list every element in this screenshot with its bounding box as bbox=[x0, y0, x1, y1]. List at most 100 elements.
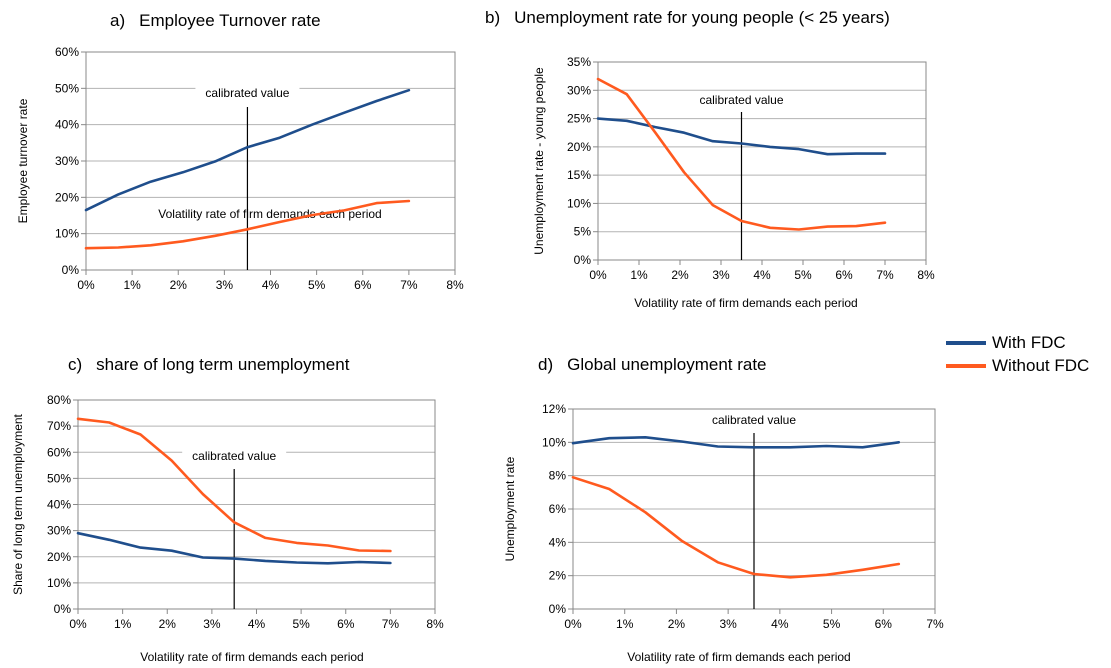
chart-c-y-tick-label: 40% bbox=[47, 498, 71, 512]
chart-a-x-tick-label: 7% bbox=[400, 278, 418, 292]
chart-b-x-tick-label: 8% bbox=[917, 268, 935, 282]
chart-b-x-tick-label: 3% bbox=[712, 268, 730, 282]
chart-c-x-tick-label: 5% bbox=[292, 617, 310, 631]
chart-d-y-tick-label: 2% bbox=[549, 569, 567, 583]
panel-c-title-text: share of long term unemployment bbox=[96, 355, 350, 374]
legend-label-with-fdc: With FDC bbox=[992, 332, 1066, 352]
panel-b-title-text: Unemployment rate for young people (< 25… bbox=[514, 8, 890, 27]
chart-b-x-tick-label: 6% bbox=[835, 268, 853, 282]
chart-c-y-tick-label: 20% bbox=[47, 550, 71, 564]
chart-a-x-axis-label: Volatility rate of firm demands each per… bbox=[158, 207, 381, 221]
chart-b-series-without-fdc bbox=[596, 77, 887, 231]
chart-c-x-axis-label: Volatility rate of firm demands each per… bbox=[140, 650, 363, 664]
chart-d-calibrated-label: calibrated value bbox=[712, 413, 796, 427]
chart-b-x-tick-label: 1% bbox=[630, 268, 648, 282]
panel-c-title: c) share of long term unemployment bbox=[68, 355, 349, 375]
legend-label-without-fdc: Without FDC bbox=[992, 355, 1090, 375]
chart-d-x-tick-label: 0% bbox=[564, 617, 582, 631]
chart-d-x-tick-label: 1% bbox=[616, 617, 634, 631]
panel-b-title: b) Unemployment rate for young people (< … bbox=[485, 8, 890, 28]
chart-a-y-tick-label: 40% bbox=[55, 118, 79, 132]
chart-b-x-tick-label: 5% bbox=[794, 268, 812, 282]
chart-b-x-tick-label: 4% bbox=[753, 268, 771, 282]
legend: With FDC Without FDC bbox=[946, 331, 1089, 377]
chart-d-x-tick-label: 5% bbox=[823, 617, 841, 631]
chart-a-x-tick-label: 8% bbox=[446, 278, 464, 292]
chart-d-y-tick-label: 12% bbox=[542, 402, 566, 416]
chart-d-y-tick-label: 0% bbox=[549, 602, 567, 616]
chart-b-x-axis-label: Volatility rate of firm demands each per… bbox=[634, 296, 857, 310]
panel-c-letter: c) bbox=[68, 355, 83, 374]
chart-a-x-tick-label: 4% bbox=[262, 278, 280, 292]
chart-a-x-tick-label: 5% bbox=[308, 278, 326, 292]
chart-c-x-tick-label: 6% bbox=[337, 617, 355, 631]
chart-b-x-tick-label: 2% bbox=[671, 268, 689, 282]
chart-c-calibrated-label-bg bbox=[182, 448, 287, 464]
chart-a-x-tick-label: 2% bbox=[170, 278, 188, 292]
chart-a-y-tick-label: 10% bbox=[55, 227, 79, 241]
chart-c: 0% 10% 20% 30% 40% 50% 60% 70% 80% 0% 1% 2% 3% 4% 5% 6%… bbox=[11, 393, 444, 664]
chart-b-series-with-fdc bbox=[596, 117, 887, 156]
legend-swatch-without-fdc bbox=[946, 363, 986, 368]
chart-c-calibrated-label: calibrated value bbox=[192, 449, 276, 463]
chart-a-y-tick-label: 20% bbox=[55, 190, 79, 204]
chart-a-x-tick-label: 1% bbox=[123, 278, 141, 292]
chart-c-x-tick-label: 0% bbox=[69, 617, 87, 631]
chart-c-y-tick-label: 60% bbox=[47, 445, 71, 459]
chart-b-y-tick-label: 15% bbox=[567, 168, 591, 182]
panel-a-letter: a) bbox=[110, 11, 126, 30]
chart-a-x-tick-label: 0% bbox=[77, 278, 95, 292]
chart-d-series-without-fdc bbox=[571, 475, 901, 579]
chart-b-calibrated-label: calibrated value bbox=[699, 93, 783, 107]
chart-c-y-tick-label: 50% bbox=[47, 471, 71, 485]
chart-c-x-tick-label: 7% bbox=[382, 617, 400, 631]
chart-c-series-without-fdc bbox=[76, 417, 392, 553]
chart-b-y-tick-label: 25% bbox=[567, 112, 591, 126]
chart-a-y-tick-label: 0% bbox=[62, 263, 80, 277]
chart-c-y-axis-label: Share of long term unemployment bbox=[11, 413, 25, 594]
chart-b-y-tick-label: 20% bbox=[567, 140, 591, 154]
chart-b-frame bbox=[597, 61, 927, 261]
chart-b-y-tick-label: 5% bbox=[574, 225, 592, 239]
chart-a-x-tick-label: 6% bbox=[354, 278, 372, 292]
chart-b-y-tick-label: 35% bbox=[567, 55, 591, 69]
panel-b-letter: b) bbox=[485, 8, 501, 27]
chart-a-y-tick-label: 50% bbox=[55, 81, 79, 95]
chart-c-y-tick-label: 10% bbox=[47, 576, 71, 590]
legend-item-without-fdc: Without FDC bbox=[946, 354, 1089, 377]
chart-a-calibrated-label-bg bbox=[195, 85, 300, 101]
chart-c-y-tick-label: 0% bbox=[54, 602, 72, 616]
chart-c-x-tick-label: 1% bbox=[114, 617, 132, 631]
chart-a: 0% 10% 20% 30% 40% 50% 60% 0% 1% 2% 3% 4% 5% 6% 7% 8% Vo… bbox=[16, 45, 464, 292]
chart-a-y-tick-label: 30% bbox=[55, 154, 79, 168]
chart-a-series-with-fdc bbox=[84, 88, 411, 212]
chart-d-x-axis-label: Volatility rate of firm demands each per… bbox=[627, 650, 850, 664]
chart-c-y-tick-label: 70% bbox=[47, 419, 71, 433]
chart-d-y-tick-label: 6% bbox=[549, 502, 567, 516]
chart-c-series-with-fdc bbox=[76, 531, 392, 565]
chart-b-y-tick-label: 10% bbox=[567, 196, 591, 210]
chart-d: 0% 2% 4% 6% 8% 10% 12% 0% 1% 2% 3% 4% 5% 6% 7% Volatili… bbox=[503, 402, 944, 664]
panel-a-title-text: Employee Turnover rate bbox=[139, 11, 321, 30]
chart-d-x-tick-label: 3% bbox=[719, 617, 737, 631]
chart-b-calibrated-label-bg bbox=[689, 92, 794, 108]
chart-d-series-with-fdc bbox=[571, 435, 901, 449]
chart-d-x-tick-label: 7% bbox=[926, 617, 944, 631]
chart-b: 0% 5% 10% 15% 20% 25% 30% 35% 0% 1% 2% 3% 4% 5% 6% 7% 8%… bbox=[532, 55, 935, 310]
chart-a-calibrated-label: calibrated value bbox=[205, 86, 289, 100]
chart-d-y-tick-label: 4% bbox=[549, 535, 567, 549]
chart-a-x-tick-label: 3% bbox=[216, 278, 234, 292]
chart-c-x-tick-label: 4% bbox=[248, 617, 266, 631]
chart-d-x-tick-label: 2% bbox=[668, 617, 686, 631]
panel-d-title-text: Global unemployment rate bbox=[567, 355, 767, 374]
chart-b-y-tick-label: 30% bbox=[567, 83, 591, 97]
chart-d-y-tick-label: 10% bbox=[542, 435, 566, 449]
chart-c-x-tick-label: 8% bbox=[426, 617, 444, 631]
chart-c-y-tick-label: 80% bbox=[47, 393, 71, 407]
chart-d-y-tick-label: 8% bbox=[549, 469, 567, 483]
panel-a-title: a) Employee Turnover rate bbox=[110, 11, 321, 31]
chart-d-x-tick-label: 4% bbox=[771, 617, 789, 631]
chart-b-y-tick-label: 0% bbox=[574, 253, 592, 267]
chart-b-x-tick-label: 0% bbox=[589, 268, 607, 282]
